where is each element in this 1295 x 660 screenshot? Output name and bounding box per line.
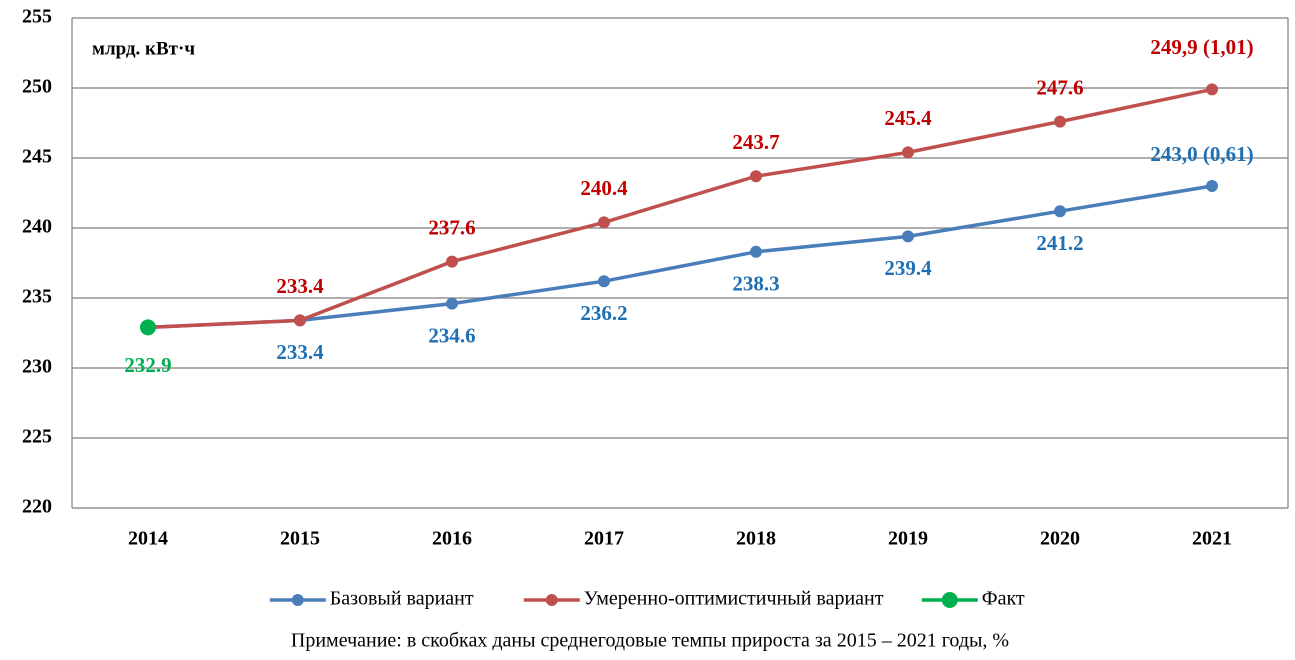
data-label: 233.4 [276,340,324,364]
data-label: 233.4 [276,274,324,298]
series-line [147,87,1213,330]
data-label: 240.4 [580,176,628,200]
point [140,319,156,336]
data-label: 249,9 (1,01) [1150,35,1253,59]
point [1206,180,1218,192]
data-label: 234.6 [428,323,475,347]
x-tick-label: 2015 [280,528,320,550]
x-tick-label: 2018 [736,528,776,550]
legend-label: Умеренно-оптимистичный вариант [584,588,884,610]
x-tick-label: 2017 [584,528,624,550]
point [1206,83,1218,96]
unit-label: млрд. кВт·ч [92,38,195,59]
data-label: 241.2 [1036,231,1083,255]
legend-marker [545,594,558,606]
point [750,170,762,183]
legend-label: Факт [982,588,1025,610]
series-line [147,184,1213,330]
y-tick-label: 250 [22,76,52,98]
data-label: 245.4 [884,106,932,130]
y-tick-label: 225 [22,426,52,448]
point [902,146,914,159]
data-label: 236.2 [580,301,627,325]
point [446,297,458,310]
point [598,216,610,229]
y-tick-label: 235 [22,286,52,308]
y-tick-label: 220 [22,496,52,518]
y-tick-label: 230 [22,356,52,378]
point [902,230,914,243]
x-tick-label: 2019 [888,528,928,550]
point [1054,205,1066,218]
data-label: 232.9 [124,353,171,377]
data-label: 243,0 (0,61) [1150,142,1253,166]
legend-label: Базовый вариант [330,588,474,610]
y-tick-label: 240 [22,216,52,238]
x-tick-label: 2014 [128,528,168,550]
point [598,275,610,288]
data-label: 238.3 [732,272,779,296]
point [446,255,458,268]
legend-marker [941,592,958,608]
data-label: 243.7 [732,130,779,154]
x-tick-label: 2021 [1192,528,1232,550]
data-label: 239.4 [884,256,932,280]
data-label: 247.6 [1036,75,1083,99]
legend-marker [291,594,304,606]
x-tick-label: 2016 [432,528,472,550]
point [294,314,306,327]
y-tick-label: 255 [22,6,52,28]
point [750,245,762,258]
point [1054,115,1066,128]
x-tick-label: 2020 [1040,528,1080,550]
data-label: 237.6 [428,215,475,239]
note: Примечание: в скобках даны среднегодовые… [291,630,1009,652]
y-tick-label: 245 [22,146,52,168]
